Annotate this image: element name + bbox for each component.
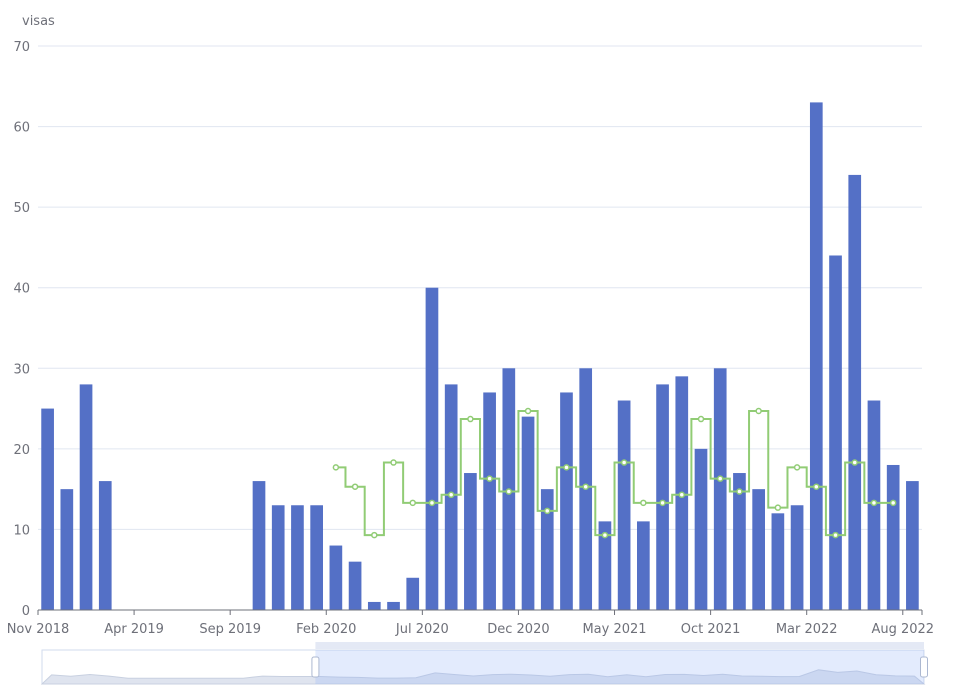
step-line-point (736, 488, 743, 495)
bar (79, 384, 93, 610)
bar (906, 481, 919, 610)
step-line-point (659, 499, 666, 507)
step-line-point (371, 531, 378, 539)
step-line-point (832, 531, 839, 539)
bar (560, 392, 573, 610)
data-zoom-slider[interactable] (40, 642, 928, 685)
y-tick-label: 20 (13, 443, 30, 458)
x-tick-label: May 2021 (582, 622, 646, 637)
bar (98, 481, 112, 610)
step-line-point (409, 499, 416, 507)
y-tick-label: 50 (13, 201, 30, 216)
bar (425, 287, 439, 610)
step-line-point (544, 507, 551, 515)
bar (271, 505, 285, 610)
zoom-window[interactable] (315, 650, 924, 684)
x-tick-label: Dec 2020 (487, 622, 549, 637)
x-tick-label: Sep 2019 (199, 622, 261, 637)
bar (348, 561, 362, 610)
step-line-point (582, 483, 589, 490)
bar (464, 473, 477, 610)
step-line-point (332, 464, 340, 471)
y-tick-label: 60 (13, 121, 30, 136)
x-tick-label: Feb 2020 (296, 622, 356, 637)
bar (598, 521, 612, 610)
bar (733, 473, 746, 610)
bar (521, 416, 535, 610)
step-line-point (601, 531, 609, 539)
bar (694, 448, 708, 610)
x-tick-label: Apr 2019 (104, 622, 164, 637)
step-line-point (486, 475, 493, 482)
step-line-point (851, 459, 858, 466)
step-line-point (889, 499, 897, 507)
bar (848, 174, 862, 610)
bar (60, 489, 74, 610)
zoom-handle[interactable] (920, 656, 928, 678)
x-tick-label: Aug 2022 (871, 622, 934, 637)
y-axis-label: visas (22, 14, 55, 29)
step-line-point (620, 459, 628, 466)
bar (771, 513, 785, 610)
bar (310, 505, 323, 610)
bar (406, 577, 420, 610)
bar (637, 521, 650, 610)
step-line-point (755, 407, 762, 415)
step-line-series (332, 407, 897, 539)
y-axis: 0 10 20 30 40 50 60 70 (13, 40, 30, 619)
step-line-point (640, 499, 647, 507)
bar (752, 489, 765, 610)
step-line-point (390, 459, 397, 466)
bar (291, 505, 304, 610)
y-tick-label: 70 (13, 40, 30, 55)
step-line-point (793, 464, 801, 471)
bar (367, 601, 381, 610)
y-tick-label: 40 (13, 282, 30, 297)
y-tick-label: 30 (13, 362, 30, 377)
bar (540, 489, 554, 610)
step-line-point (678, 491, 686, 499)
step-line-point (716, 475, 724, 482)
step-line-point (774, 504, 782, 511)
step-line-point (428, 499, 436, 507)
y-tick-label: 10 (13, 523, 30, 538)
x-tick-label: Mar 2022 (776, 622, 838, 637)
x-axis: Nov 2018 Apr 2019 Sep 2019 Feb 2020 Jul 2020… (7, 609, 934, 637)
bar (252, 481, 266, 610)
step-line (335, 409, 894, 537)
bar-series (41, 102, 919, 611)
zoom-move-handle[interactable] (315, 642, 924, 649)
zoom-preview (40, 669, 926, 685)
bar (809, 102, 823, 611)
x-tick-label: Nov 2018 (7, 622, 70, 637)
step-line-point (505, 488, 513, 495)
bar (41, 408, 54, 610)
bar (713, 368, 727, 610)
bar (656, 384, 669, 610)
step-line-point (351, 483, 359, 490)
step-line-point (467, 415, 474, 423)
bar (829, 255, 842, 610)
grid-lines (38, 45, 922, 530)
bar (790, 505, 804, 610)
bar (387, 601, 400, 610)
bar (886, 464, 900, 610)
step-line-point (813, 483, 820, 490)
step-line-point (447, 491, 455, 499)
step-line-point (524, 407, 532, 415)
step-line-point (563, 464, 570, 471)
zoom-handle[interactable] (311, 656, 320, 678)
x-tick-label: Jul 2020 (395, 622, 449, 637)
y-tick-label: 0 (22, 604, 30, 619)
bar (329, 545, 343, 610)
bar (483, 392, 496, 610)
x-tick-label: Oct 2021 (681, 622, 741, 637)
bar (617, 400, 631, 610)
step-line-point (697, 415, 705, 423)
step-line-point (870, 499, 878, 507)
